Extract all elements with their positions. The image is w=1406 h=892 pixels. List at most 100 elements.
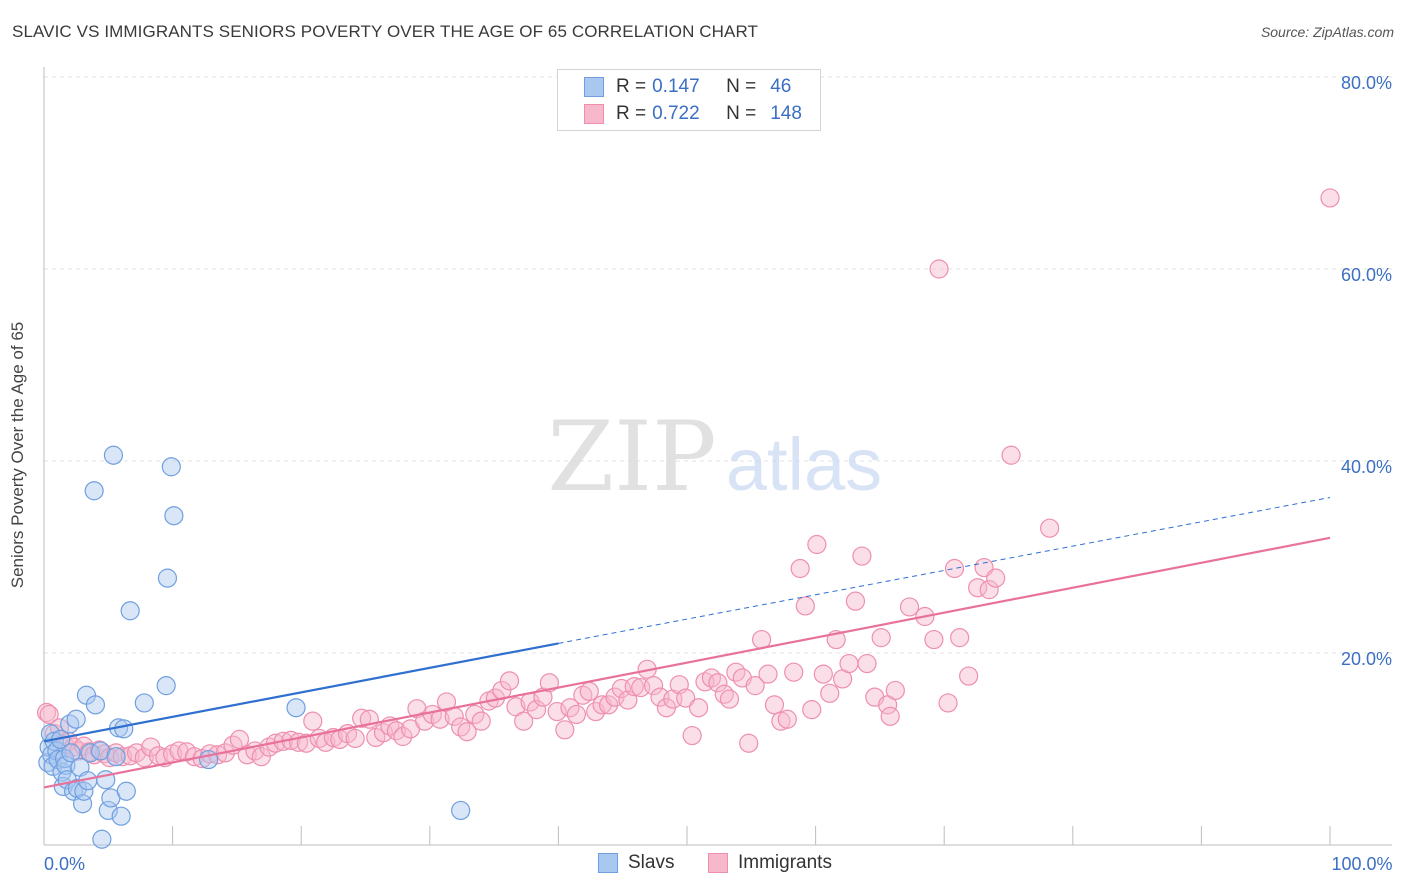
slavs-point	[111, 806, 131, 826]
immigrants-point	[924, 629, 944, 650]
slavs-point	[85, 695, 106, 715]
immigrants-point	[950, 628, 970, 648]
immigrants-point	[682, 725, 702, 746]
legend-label-immigrants: Immigrants	[738, 852, 832, 873]
immigrants-point	[820, 683, 840, 703]
immigrants-trend-line	[43, 536, 1331, 789]
immigrants-point	[944, 558, 965, 579]
immigrants-point	[688, 698, 709, 718]
immigrants-point	[1040, 518, 1060, 538]
y-tick-label: 40.0%	[1341, 457, 1392, 477]
immigrants-point	[643, 676, 664, 696]
slavs-point	[116, 781, 136, 801]
n-label: N =	[726, 103, 757, 124]
slavs-swatch	[584, 77, 604, 97]
slavs-point	[92, 829, 112, 849]
immigrants-point	[533, 687, 553, 707]
immigrants-point	[547, 701, 567, 722]
immigrants-point	[857, 653, 877, 674]
slavs-point	[451, 800, 471, 821]
r-label: R =	[616, 103, 647, 124]
immigrants-point	[802, 700, 822, 720]
immigrants-point	[871, 628, 891, 648]
watermark: ZIP atlas	[547, 401, 882, 513]
immigrants-point	[393, 726, 413, 747]
immigrants-point	[739, 733, 759, 753]
slavs-trend-line	[43, 642, 559, 743]
immigrants-point	[1320, 188, 1340, 208]
immigrants-point	[979, 580, 999, 600]
immigrants-point	[758, 664, 778, 684]
y-tick-label: 20.0%	[1341, 649, 1392, 669]
immigrants-point	[39, 704, 59, 725]
immigrants-point	[807, 534, 827, 555]
immigrants-point	[112, 747, 133, 767]
r-label: R =	[616, 76, 647, 97]
r-value: 0.722	[652, 103, 700, 124]
legend-label-slavs: Slavs	[628, 852, 675, 873]
y-tick-label: 60.0%	[1341, 265, 1392, 285]
immigrants-point	[708, 673, 728, 693]
immigrants-point	[457, 722, 477, 742]
immigrants-point	[813, 664, 833, 684]
immigrants-point	[415, 711, 435, 731]
immigrants-swatch	[584, 104, 604, 124]
slavs-swatch	[598, 853, 618, 873]
slavs-point	[120, 601, 140, 621]
slavs-point	[114, 719, 134, 739]
slavs-point	[161, 457, 181, 477]
series-legend: Slavs Immigrants	[0, 852, 1406, 876]
watermark-atlas: atlas	[726, 423, 882, 506]
slavs-points	[38, 445, 471, 849]
immigrants-point	[345, 728, 365, 749]
y-axis-label: Seniors Poverty Over the Age of 65	[8, 321, 27, 589]
immigrants-point	[790, 558, 810, 579]
legend-row-immigrants: R = 0.722 N = 148	[584, 102, 802, 126]
slavs-point	[106, 747, 126, 767]
n-label: N =	[726, 76, 757, 97]
source-label: Source: ZipAtlas.com	[1260, 24, 1394, 40]
legend-item-immigrants[interactable]: Immigrants	[708, 852, 832, 874]
immigrants-point	[899, 597, 920, 617]
slavs-point	[66, 709, 86, 729]
slavs-point	[61, 743, 81, 763]
chart-title: SLAVIC VS IMMIGRANTS SENIORS POVERTY OVE…	[12, 22, 759, 41]
immigrants-point	[784, 662, 804, 682]
legend-row-slavs: R = 0.147 N = 46	[584, 75, 791, 99]
x-tick-label: 0.0%	[44, 854, 85, 874]
immigrants-swatch	[708, 853, 728, 873]
slavs-point	[84, 481, 104, 501]
immigrants-point	[598, 695, 619, 715]
immigrants-point	[134, 748, 154, 768]
immigrants-point	[526, 700, 547, 720]
legend-item-slavs[interactable]: Slavs	[598, 852, 674, 874]
immigrants-point	[303, 711, 323, 731]
immigrants-point	[514, 711, 534, 731]
grid-lines	[44, 76, 1392, 654]
immigrants-point	[959, 666, 979, 686]
immigrants-point	[579, 681, 599, 702]
immigrants-point	[795, 596, 815, 616]
immigrants-point	[986, 568, 1006, 588]
immigrants-point	[929, 259, 949, 279]
immigrants-point	[845, 591, 866, 611]
immigrants-point	[719, 689, 740, 709]
immigrants-point	[555, 720, 575, 740]
slavs-point	[157, 568, 178, 588]
x-tick-label: 100.0%	[1331, 854, 1392, 874]
immigrants-point	[471, 711, 491, 731]
slavs-point	[56, 755, 76, 775]
tick-labels: 20.0% 40.0% 60.0% 80.0% 0.0% 100.0%	[44, 73, 1393, 874]
immigrants-point	[566, 704, 587, 725]
immigrants-point	[539, 673, 559, 693]
immigrants-point	[777, 709, 797, 729]
immigrants-point	[676, 688, 696, 708]
immigrants-point	[839, 653, 859, 674]
immigrants-point	[852, 546, 872, 566]
slavs-point	[156, 676, 176, 696]
r-value: 0.147	[652, 76, 700, 97]
axes	[43, 67, 1392, 846]
slavs-point	[103, 445, 124, 465]
correlation-legend: R = 0.147 N = 46 R = 0.722 N = 148	[557, 69, 821, 131]
